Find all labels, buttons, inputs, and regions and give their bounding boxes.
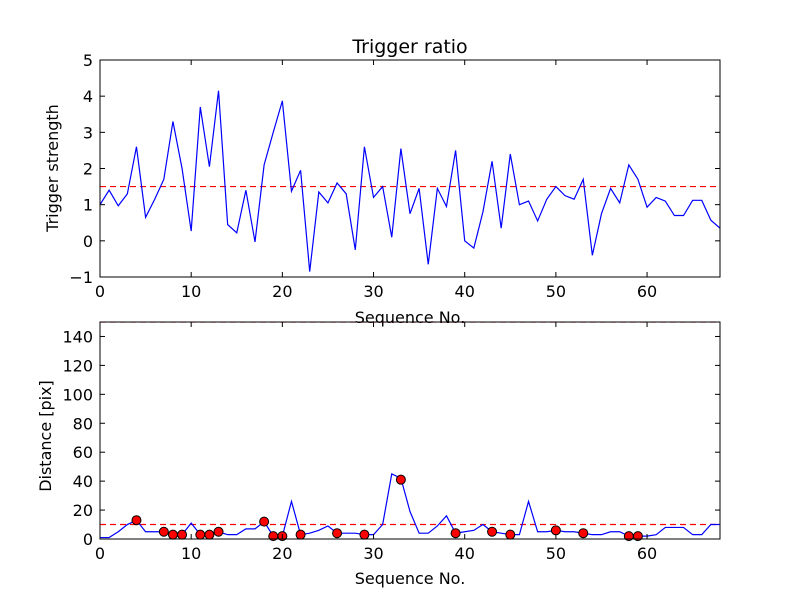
bottom-marker-point [632, 531, 643, 542]
top-chart-title: Trigger ratio [351, 36, 467, 58]
bottom-marker-point [395, 474, 406, 485]
bottom-xtick-label: 10 [181, 544, 201, 563]
bottom-marker-point [295, 529, 306, 540]
bottom-marker-point [359, 529, 370, 540]
top-xtick-label: 30 [363, 282, 383, 301]
top-ylabel: Trigger strength [43, 104, 62, 233]
bottom-xtick-label: 20 [272, 544, 292, 563]
bottom-marker-point [204, 529, 215, 540]
top-ytick-label: 2 [83, 160, 93, 179]
bottom-ytick-label: 40 [73, 472, 93, 491]
bottom-xtick-label: 60 [637, 544, 657, 563]
bottom-xtick-label: 40 [455, 544, 475, 563]
bottom-ytick-label: 120 [62, 356, 93, 375]
bottom-axes-frame [99, 321, 721, 540]
top-series-line [100, 90, 720, 272]
top-ytick-label: 5 [83, 51, 93, 70]
top-xtick-label: 10 [181, 282, 201, 301]
top-ytick-label: 0 [83, 232, 93, 251]
bottom-ytick-label: 140 [62, 327, 93, 346]
bottom-ytick-label: 80 [73, 414, 93, 433]
top-xtick-label: 20 [272, 282, 292, 301]
bottom-xtick-label: 50 [546, 544, 566, 563]
bottom-marker-point [167, 529, 178, 540]
top-xtick-label: 40 [455, 282, 475, 301]
top-xlabel: Sequence No. [355, 308, 466, 327]
bottom-ytick-label: 20 [73, 501, 93, 520]
bottom-marker-point [332, 528, 343, 539]
top-xtick-label: 0 [95, 282, 105, 301]
bottom-marker-point [550, 525, 561, 536]
top-ytick-label: 4 [83, 87, 93, 106]
bottom-marker-point [450, 528, 461, 539]
bottom-ytick-label: 0 [83, 530, 93, 549]
top-ytick-label: −1 [69, 268, 93, 287]
top-ytick-label: 1 [83, 196, 93, 215]
bottom-marker-point [487, 526, 498, 537]
top-ytick-label: 3 [83, 123, 93, 142]
distance-panel: Distance [pix] Sequence No. 0 10 20 30 40 50 6… [36, 321, 721, 588]
bottom-xtick-label: 0 [95, 544, 105, 563]
bottom-ytick-label: 100 [62, 385, 93, 404]
top-plot-area [100, 90, 720, 272]
bottom-marker-point [578, 528, 589, 539]
bottom-marker-point [195, 529, 206, 540]
bottom-marker-point [158, 526, 169, 537]
bottom-marker-point [177, 529, 188, 540]
bottom-ylabel: Distance [pix] [36, 380, 55, 492]
bottom-xlabel: Sequence No. [355, 569, 466, 588]
top-xtick-label: 50 [546, 282, 566, 301]
top-xtick-label: 60 [637, 282, 657, 301]
bottom-marker-point [259, 516, 270, 527]
bottom-ytick-label: 60 [73, 443, 93, 462]
bottom-marker-point [505, 529, 516, 540]
bottom-marker-point [131, 515, 142, 526]
bottom-marker-point [213, 526, 224, 537]
bottom-xtick-label: 30 [363, 544, 383, 563]
